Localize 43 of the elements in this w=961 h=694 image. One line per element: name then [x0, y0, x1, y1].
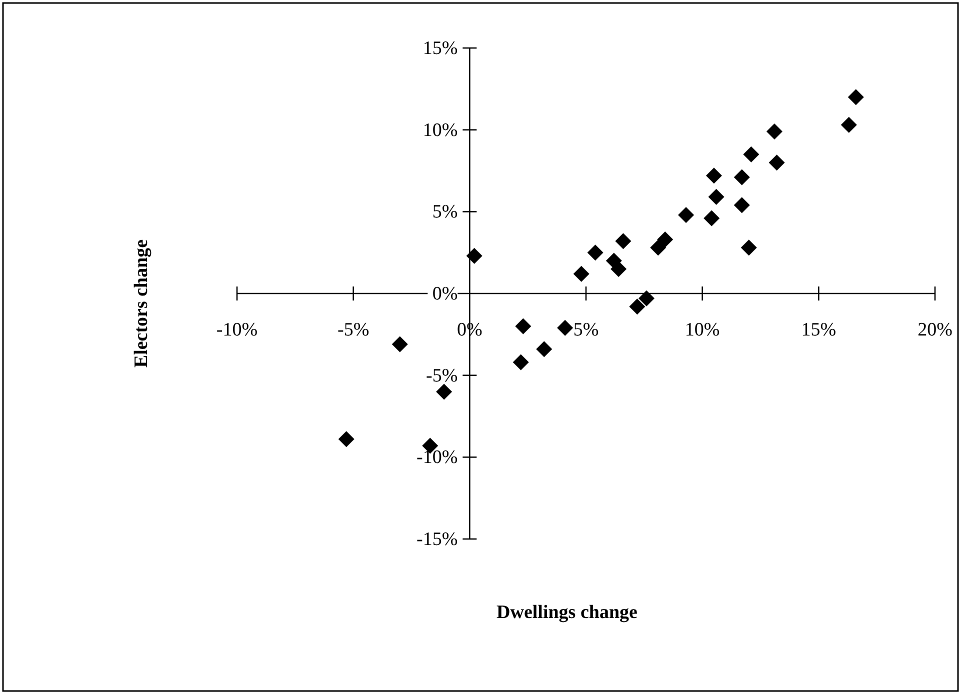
point	[436, 384, 452, 400]
x-tick-label: -10%	[216, 320, 258, 340]
point	[840, 116, 857, 133]
point	[512, 354, 529, 370]
x-tick-label: 15%	[801, 320, 836, 340]
point	[638, 290, 654, 306]
point	[766, 123, 782, 140]
point	[515, 318, 532, 334]
point	[392, 336, 408, 352]
point	[466, 248, 482, 264]
point	[848, 89, 864, 106]
point	[615, 233, 632, 250]
y-tick-label: 0%	[432, 284, 458, 304]
point	[629, 298, 646, 315]
x-tick-label: 20%	[918, 320, 953, 340]
x-tick-label: -5%	[338, 320, 370, 340]
point	[740, 240, 757, 256]
point	[573, 266, 590, 282]
point	[706, 168, 722, 184]
point	[536, 341, 552, 358]
point	[678, 206, 694, 223]
point	[768, 154, 785, 171]
point	[734, 197, 750, 214]
point	[743, 146, 760, 162]
y-tick-label: -10%	[416, 447, 458, 468]
y-tick-label: -15%	[416, 529, 458, 550]
point	[587, 244, 604, 261]
y-tick-label: 15%	[422, 38, 458, 59]
point	[610, 260, 627, 277]
point	[734, 169, 750, 186]
point	[338, 431, 354, 448]
y-tick-label: 5%	[432, 202, 458, 223]
point	[704, 210, 720, 226]
y-tick-label: -5%	[426, 365, 458, 386]
y-axis-title: Electors change	[131, 239, 152, 368]
x-tick-label: 5%	[573, 320, 599, 340]
x-tick-label: 10%	[684, 320, 720, 340]
point	[708, 188, 724, 205]
x-axis-title: Dwellings change	[496, 602, 638, 623]
point	[557, 320, 574, 336]
point	[657, 231, 674, 248]
y-tick-label: 10%	[422, 120, 458, 141]
point	[650, 240, 666, 256]
